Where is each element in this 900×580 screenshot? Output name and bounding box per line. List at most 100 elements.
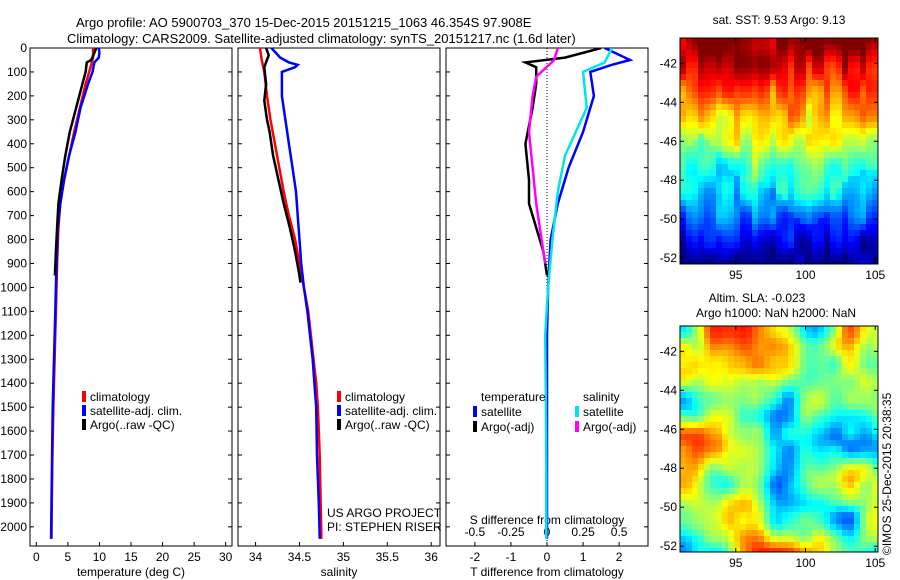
map-cell — [740, 452, 747, 459]
map-cell — [830, 434, 837, 441]
y-tick-label: 1900 — [0, 496, 27, 510]
map-cell — [764, 182, 771, 189]
map-cell — [782, 248, 789, 255]
map-cell — [734, 224, 741, 231]
map-cell — [710, 188, 717, 195]
map-cell — [800, 428, 807, 435]
map-cell — [764, 122, 771, 129]
map-cell — [824, 464, 831, 471]
map-cell — [686, 230, 693, 237]
map-cell — [776, 50, 783, 57]
map-cell — [794, 404, 801, 411]
map-cell — [842, 386, 849, 393]
map-cell — [800, 548, 807, 552]
map-cell — [824, 134, 831, 141]
map-cell — [818, 104, 825, 111]
map-cell — [848, 158, 855, 165]
map-cell — [710, 254, 717, 261]
map-cell — [776, 446, 783, 453]
map-cell — [818, 38, 825, 45]
map-cell — [764, 338, 771, 345]
map-cell — [860, 38, 867, 45]
map-cell — [698, 506, 705, 513]
map-cell — [794, 224, 801, 231]
map-cell — [830, 386, 837, 393]
map-cell — [818, 218, 825, 225]
map-cell — [698, 236, 705, 243]
map-cell — [782, 422, 789, 429]
map-cell — [698, 248, 705, 255]
map-cell — [854, 446, 861, 453]
map-cell — [752, 218, 759, 225]
map-cell — [860, 482, 867, 489]
map-cell — [686, 98, 693, 105]
map-cell — [704, 80, 711, 87]
map-cell — [794, 116, 801, 123]
map-cell — [770, 422, 777, 429]
map-cell — [854, 68, 861, 75]
map-y-tick-label: -44 — [660, 95, 678, 109]
map-cell — [686, 368, 693, 375]
map-cell — [818, 416, 825, 423]
map-cell — [872, 344, 878, 351]
map-cell — [734, 410, 741, 417]
map-cell — [782, 62, 789, 69]
map-cell — [758, 134, 765, 141]
series-line-argo-raw-qc--2 — [53, 48, 98, 276]
map-cell — [836, 188, 843, 195]
map-cell — [722, 128, 729, 135]
map-cell — [800, 92, 807, 99]
map-cell — [728, 500, 735, 507]
map-cell — [860, 464, 867, 471]
map-cell — [800, 332, 807, 339]
map-y-tick-label: -52 — [660, 539, 678, 553]
map-cell — [734, 38, 741, 45]
map-cell — [680, 404, 687, 411]
map-cell — [776, 230, 783, 237]
map-cell — [848, 116, 855, 123]
map-cell — [746, 470, 753, 477]
map-cell — [812, 182, 819, 189]
map-cell — [842, 86, 849, 93]
map-cell — [686, 518, 693, 525]
map-cell — [770, 350, 777, 357]
map-cell — [752, 404, 759, 411]
map-cell — [764, 146, 771, 153]
map-cell — [836, 470, 843, 477]
map-cell — [692, 428, 699, 435]
map-cell — [764, 254, 771, 261]
map-cell — [872, 104, 878, 111]
map-cell — [740, 422, 747, 429]
map-cell — [722, 188, 729, 195]
map-cell — [770, 458, 777, 465]
map-cell — [710, 44, 717, 51]
map-cell — [806, 380, 813, 387]
map-cell — [764, 140, 771, 147]
map-cell — [788, 104, 795, 111]
map-cell — [752, 176, 759, 183]
map-cell — [686, 218, 693, 225]
map-cell — [824, 500, 831, 507]
map-cell — [770, 398, 777, 405]
map-cell — [692, 374, 699, 381]
map-cell — [698, 134, 705, 141]
salinity-panel: 34 34.5 35 35.5 36salinityclimatologysatelli… — [237, 47, 442, 579]
map-cell — [704, 416, 711, 423]
map-cell — [836, 146, 843, 153]
map-cell — [860, 368, 867, 375]
map-cell — [824, 92, 831, 99]
map-cell — [818, 410, 825, 417]
map-cell — [866, 362, 873, 369]
map-cell — [758, 128, 765, 135]
map-cell — [758, 38, 765, 45]
map-cell — [830, 122, 837, 129]
map-cell — [836, 50, 843, 57]
map-cell — [722, 200, 729, 207]
map-cell — [782, 104, 789, 111]
map-cell — [740, 134, 747, 141]
map-cell — [830, 248, 837, 255]
map-cell — [800, 542, 807, 549]
map-cell — [764, 422, 771, 429]
map-cell — [866, 170, 873, 177]
